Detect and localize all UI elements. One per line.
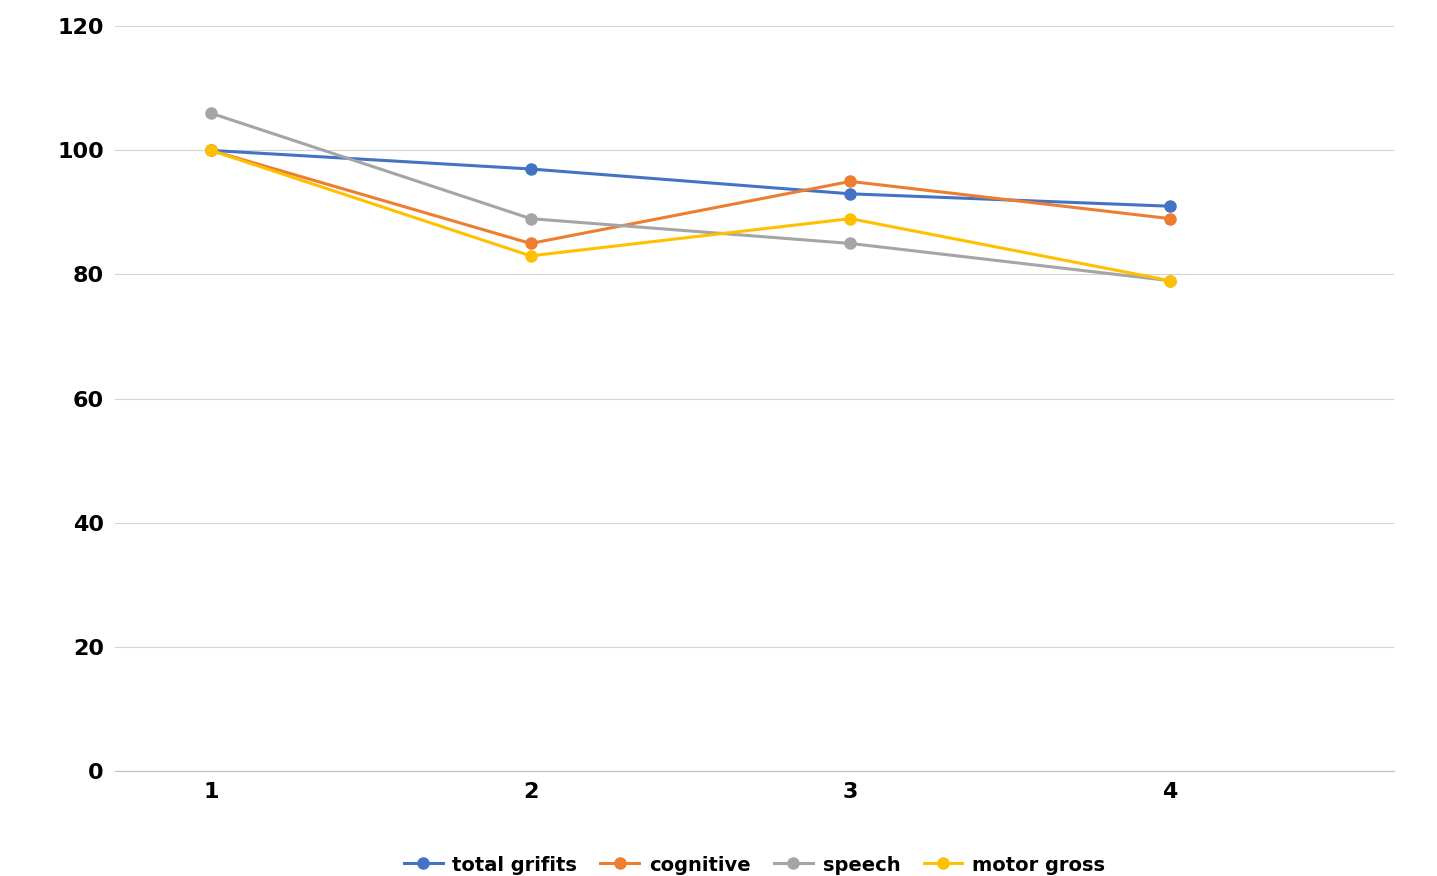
total grifits [842,188,859,199]
total grifits [203,145,220,156]
Line: motor gross: motor gross [205,145,1175,286]
speech [522,214,539,224]
total grifits [1161,201,1178,211]
speech [1161,275,1178,286]
speech [842,238,859,249]
total grifits [522,164,539,174]
Legend: total grifits, cognitive, speech, motor gross: total grifits, cognitive, speech, motor … [395,848,1114,876]
cognitive [1161,214,1178,224]
cognitive [842,176,859,187]
cognitive [203,145,220,156]
Line: total grifits: total grifits [205,145,1175,212]
Line: cognitive: cognitive [205,145,1175,249]
speech [203,108,220,118]
motor gross [522,251,539,261]
cognitive [522,238,539,249]
Line: speech: speech [205,108,1175,286]
motor gross [203,145,220,156]
motor gross [842,214,859,224]
motor gross [1161,275,1178,286]
